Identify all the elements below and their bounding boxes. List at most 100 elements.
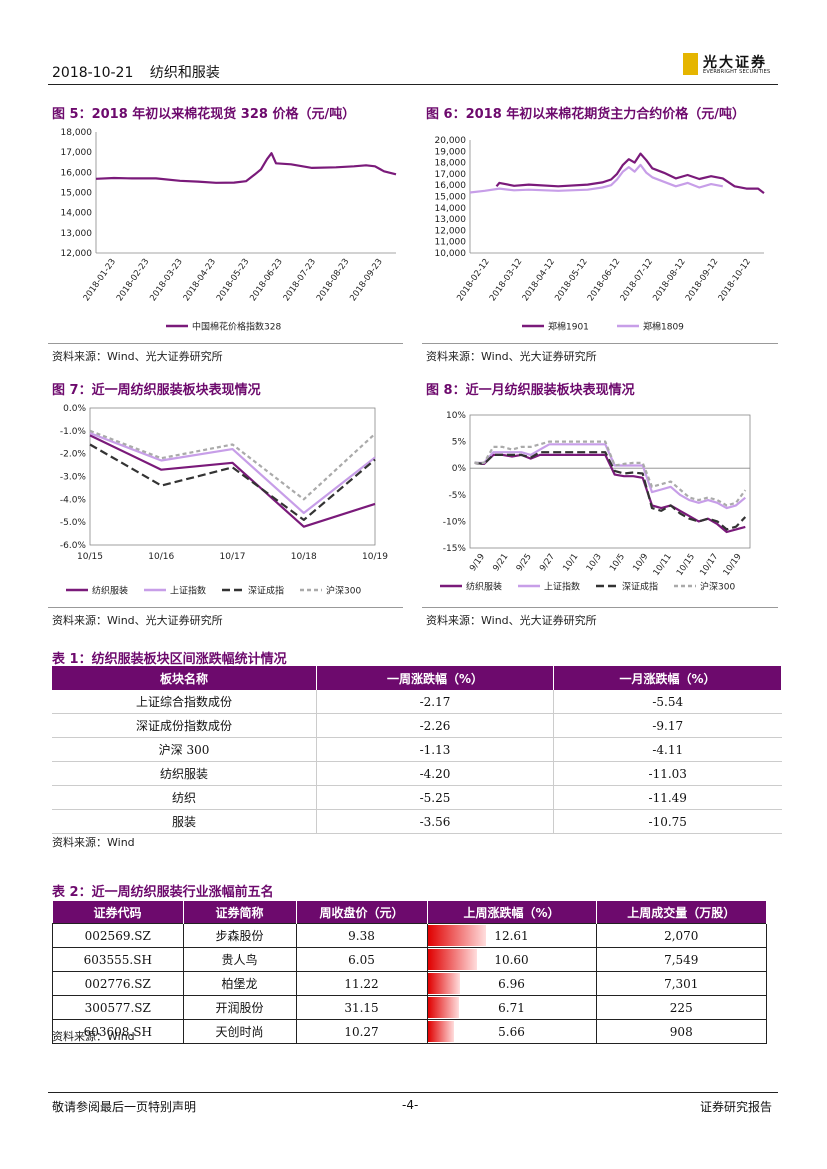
- legend-label: 上证指数: [544, 581, 580, 593]
- y-tick-label: -15%: [443, 544, 467, 554]
- change-value: 6.71: [498, 1000, 525, 1015]
- table1-row: 纺织服装 -4.20 -11.03: [52, 761, 782, 786]
- series-line: [89, 429, 376, 501]
- report-sector: 纺织和服装: [149, 65, 220, 81]
- x-tick-label: 10/19: [362, 552, 388, 562]
- fig7-divider: [48, 607, 403, 608]
- change-databar: [427, 925, 487, 946]
- x-tick-label: 9/19: [468, 552, 487, 573]
- table2-cell: 开润股份: [182, 995, 297, 1020]
- table2-cell: 7,301: [595, 971, 767, 996]
- table1-header: 一周涨跌幅（%）: [316, 666, 554, 690]
- x-tick-label: 2018-07-12: [619, 257, 656, 303]
- table2-cell: 31.15: [295, 995, 428, 1020]
- y-tick-label: -3.0%: [60, 473, 87, 483]
- table2-cell: 603608.SH: [52, 1019, 184, 1044]
- change-databar: [427, 973, 460, 994]
- table2-row: 603608.SH 天创时尚 10.27 5.66 908: [52, 1019, 767, 1044]
- logo-text: 光大证券: [703, 55, 767, 71]
- x-tick-label: 2018-01-23: [82, 257, 119, 303]
- x-tick-label: 9/25: [515, 552, 534, 573]
- table1-cell: 纺织: [52, 785, 317, 810]
- y-tick-label: -5%: [448, 491, 466, 501]
- y-tick-label: 18,000: [435, 159, 467, 169]
- y-tick-label: 18,000: [61, 128, 93, 138]
- legend-label: 郑棉1901: [548, 321, 589, 333]
- footer-report-type: 证券研究报告: [700, 1100, 773, 1114]
- x-tick-label: 2018-05-23: [215, 257, 252, 303]
- series-line: [469, 163, 724, 194]
- table2-cell: 11.22: [295, 971, 428, 996]
- x-tick-label: 2018-04-12: [521, 257, 558, 303]
- legend-label: 中国棉花价格指数328: [192, 321, 281, 333]
- x-tick-label: 2018-03-12: [488, 257, 525, 303]
- x-tick-label: 10/9: [631, 552, 650, 573]
- y-tick-label: -1.0%: [60, 427, 87, 437]
- logo-mark-icon: [683, 53, 698, 75]
- change-value: 12.61: [494, 928, 529, 943]
- series-line: [89, 443, 376, 521]
- change-databar: [427, 997, 459, 1018]
- x-tick-label: 10/5: [608, 552, 627, 573]
- table2-header: 上周涨跌幅（%）: [427, 901, 597, 924]
- x-tick-label: 2018-05-12: [553, 257, 590, 303]
- table2-title: 表 2：近一周纺织服装行业涨幅前五名: [52, 885, 274, 900]
- series-line: [89, 434, 376, 528]
- table2-cell: 603555.SH: [52, 947, 184, 972]
- table1-cell: -11.49: [553, 785, 782, 810]
- table2-header: 周收盘价（元）: [296, 901, 428, 924]
- y-tick-label: -6.0%: [60, 541, 87, 551]
- table2-cell: 002569.SZ: [52, 923, 184, 948]
- change-databar: [427, 1021, 454, 1042]
- y-tick-label: 12,000: [435, 226, 467, 236]
- y-tick-label: 16,000: [435, 181, 467, 191]
- x-tick-label: 10/19: [722, 552, 744, 578]
- table2-cell: 300577.SZ: [52, 995, 184, 1020]
- plot-frame: [89, 407, 376, 546]
- x-tick-label: 2018-10-12: [717, 257, 754, 303]
- table1-cell: 上证综合指数成份: [52, 690, 317, 714]
- table1-cell: -4.20: [316, 761, 554, 786]
- series-line: [89, 432, 376, 515]
- change-value: 5.66: [498, 1024, 525, 1039]
- table1-cell: -3.56: [316, 809, 554, 834]
- table1-header: 板块名称: [52, 666, 317, 690]
- fig5-source: 资料来源：Wind、光大证券研究所: [52, 350, 223, 363]
- y-tick-label: 14,000: [435, 204, 467, 214]
- change-cell: 5.66: [426, 1019, 597, 1044]
- report-header: 2018-10-21 纺织和服装: [52, 62, 220, 82]
- fig6-title: 图 6：2018 年初以来棉花期货主力合约价格（元/吨）: [426, 107, 746, 122]
- fig8-source: 资料来源：Wind、光大证券研究所: [426, 614, 597, 627]
- table1-cell: -9.17: [553, 713, 782, 738]
- table1-source: 资料来源：Wind: [52, 836, 135, 849]
- table2-header-row: 证券代码 证券简称 周收盘价（元） 上周涨跌幅（%） 上周成交量（万股）: [52, 901, 767, 924]
- legend-label: 沪深300: [700, 581, 735, 593]
- table1-cell: -1.13: [316, 737, 554, 762]
- y-tick-label: -10%: [443, 517, 467, 527]
- x-tick-label: 9/27: [538, 552, 557, 573]
- table1: 板块名称 一周涨跌幅（%） 一月涨跌幅（%） 上证综合指数成份 -2.17 -5.5…: [52, 666, 782, 834]
- series-line: [474, 440, 747, 507]
- table1-cell: 纺织服装: [52, 761, 317, 786]
- fig5-title: 图 5：2018 年初以来棉花现货 328 价格（元/吨）: [52, 107, 356, 122]
- legend-label: 深证成指: [248, 585, 284, 597]
- y-tick-label: 15,000: [435, 193, 467, 203]
- y-tick-label: -2.0%: [60, 450, 87, 460]
- x-tick-label: 10/17: [698, 552, 720, 578]
- y-tick-label: 17,000: [61, 148, 93, 158]
- change-databar: [427, 949, 477, 970]
- x-tick-label: 10/1: [561, 552, 580, 573]
- table1-cell: -2.26: [316, 713, 554, 738]
- x-tick-label: 2018-08-23: [315, 257, 352, 303]
- x-tick-label: 2018-02-12: [455, 257, 492, 303]
- table2-cell: 6.05: [295, 947, 428, 972]
- x-tick-label: 2018-04-23: [182, 257, 219, 303]
- table2-header: 证券简称: [183, 901, 297, 924]
- table1-header-row: 板块名称 一周涨跌幅（%） 一月涨跌幅（%）: [52, 666, 782, 690]
- table2-row: 002569.SZ 步森股份 9.38 12.61 2,070: [52, 923, 767, 948]
- fig6-source: 资料来源：Wind、光大证券研究所: [426, 350, 597, 363]
- x-tick-label: 10/11: [652, 552, 674, 578]
- logo-text-en: EVERBRIGHT SECURITIES: [703, 69, 771, 75]
- table2-cell: 225: [595, 995, 767, 1020]
